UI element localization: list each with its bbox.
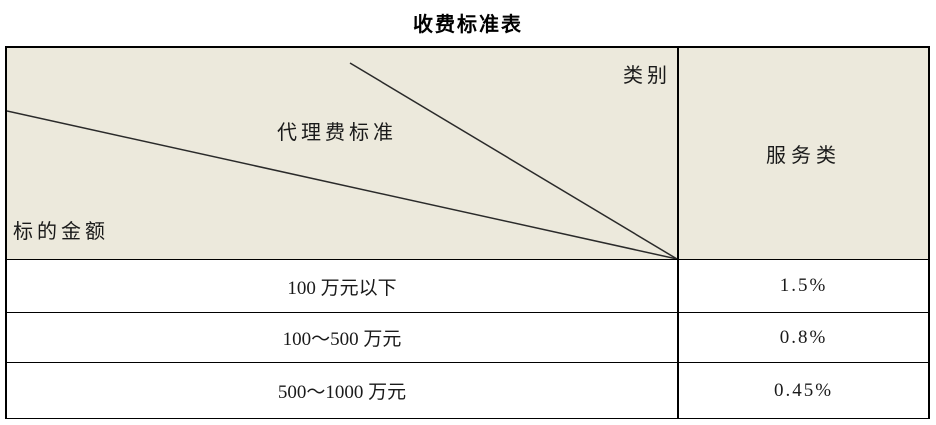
rate-cell: 0.8% (779, 326, 828, 348)
table-row: 100～500 万元 0.8% (7, 313, 928, 363)
diagonal-divider-lines (7, 62, 677, 259)
amount-cell: 500～1000 万元 (7, 363, 679, 418)
amount-cell: 100～500 万元 (7, 313, 679, 362)
rate-cell: 1.5% (779, 275, 828, 296)
header-label-fee-standard: 代理费标准 (277, 122, 397, 144)
rate-cell: 0.45% (773, 379, 834, 401)
table-header-row: 类别 代理费标准 标的金额 服务类 (7, 48, 928, 260)
page-title: 收费标准表 (413, 14, 523, 36)
table-row: 100 万元以下 1.5% (7, 260, 928, 313)
table-row: 500～1000 万元 0.45% (7, 363, 928, 418)
table-header-service-cell: 服务类 (679, 48, 928, 259)
table-header-corner-cell: 类别 代理费标准 标的金额 (7, 48, 679, 259)
header-label-service-class: 服务类 (766, 145, 841, 167)
header-label-target-amount: 标的金额 (13, 221, 109, 243)
fee-table: 类别 代理费标准 标的金额 服务类 100 万元以下 1.5% 100～500 … (5, 46, 930, 419)
header-label-category: 类别 (623, 65, 671, 87)
amount-cell: 100 万元以下 (7, 260, 679, 312)
